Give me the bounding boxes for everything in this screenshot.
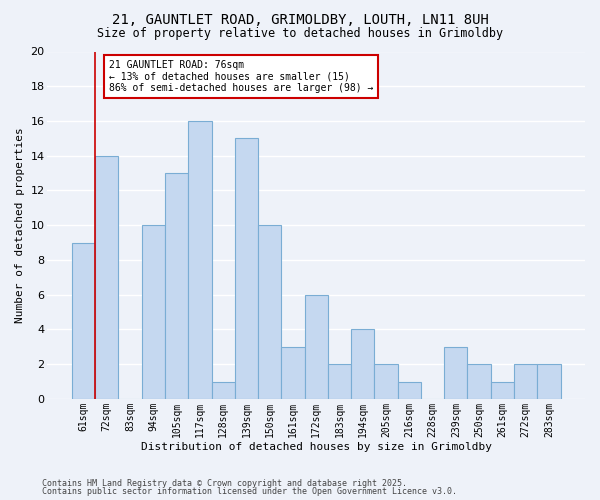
Text: 21 GAUNTLET ROAD: 76sqm
← 13% of detached houses are smaller (15)
86% of semi-de: 21 GAUNTLET ROAD: 76sqm ← 13% of detache… (109, 60, 373, 94)
Bar (281, 347, 305, 399)
Bar (95, 156, 118, 399)
Y-axis label: Number of detached properties: Number of detached properties (15, 128, 25, 323)
Bar (328, 364, 351, 399)
Bar (398, 382, 421, 399)
Bar (514, 364, 537, 399)
Bar (142, 225, 165, 399)
Bar (374, 364, 398, 399)
Bar (305, 294, 328, 399)
Text: Contains HM Land Registry data © Crown copyright and database right 2025.: Contains HM Land Registry data © Crown c… (42, 478, 407, 488)
Bar (467, 364, 491, 399)
Text: 21, GAUNTLET ROAD, GRIMOLDBY, LOUTH, LN11 8UH: 21, GAUNTLET ROAD, GRIMOLDBY, LOUTH, LN1… (112, 12, 488, 26)
Bar (537, 364, 560, 399)
Bar (165, 173, 188, 399)
Text: Size of property relative to detached houses in Grimoldby: Size of property relative to detached ho… (97, 28, 503, 40)
Text: Contains public sector information licensed under the Open Government Licence v3: Contains public sector information licen… (42, 487, 457, 496)
Bar (72, 242, 95, 399)
Bar (188, 121, 212, 399)
Bar (351, 330, 374, 399)
Bar (491, 382, 514, 399)
Bar (235, 138, 258, 399)
Bar (212, 382, 235, 399)
Bar (444, 347, 467, 399)
Bar (258, 225, 281, 399)
X-axis label: Distribution of detached houses by size in Grimoldby: Distribution of detached houses by size … (141, 442, 492, 452)
